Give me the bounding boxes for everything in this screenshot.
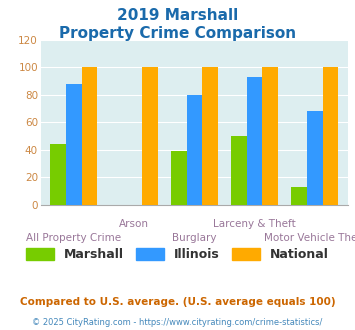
Legend: Marshall, Illinois, National: Marshall, Illinois, National — [21, 243, 334, 266]
Bar — [262, 67, 278, 205]
Text: Larceny & Theft: Larceny & Theft — [213, 219, 296, 229]
Bar — [82, 67, 97, 205]
Bar — [50, 144, 66, 205]
Bar — [247, 77, 262, 205]
Bar — [307, 111, 323, 205]
Text: Burglary: Burglary — [172, 233, 217, 243]
Bar — [142, 67, 158, 205]
Text: Motor Vehicle Theft: Motor Vehicle Theft — [264, 233, 355, 243]
Bar — [186, 95, 202, 205]
Text: © 2025 CityRating.com - https://www.cityrating.com/crime-statistics/: © 2025 CityRating.com - https://www.city… — [32, 318, 323, 327]
Bar — [291, 187, 307, 205]
Text: Arson: Arson — [119, 219, 149, 229]
Bar — [66, 83, 82, 205]
Text: All Property Crime: All Property Crime — [26, 233, 121, 243]
Text: Property Crime Comparison: Property Crime Comparison — [59, 26, 296, 41]
Bar — [202, 67, 218, 205]
Bar — [231, 136, 247, 205]
Bar — [171, 151, 186, 205]
Text: Compared to U.S. average. (U.S. average equals 100): Compared to U.S. average. (U.S. average … — [20, 297, 335, 307]
Bar — [323, 67, 338, 205]
Text: 2019 Marshall: 2019 Marshall — [117, 8, 238, 23]
